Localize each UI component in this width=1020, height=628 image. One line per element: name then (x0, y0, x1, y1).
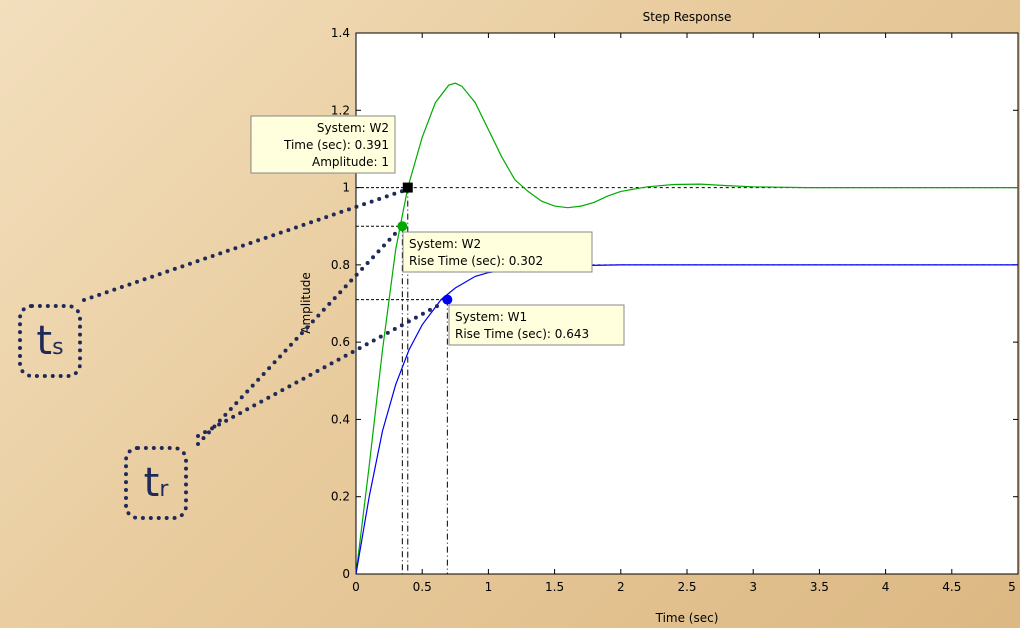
datatip-w2-settling-line: Amplitude: 1 (312, 155, 389, 169)
datatip-markers (397, 182, 453, 305)
tr-pointer-w2 (196, 228, 401, 446)
axis-ticks: 0 0.5 1 1.5 2 2.5 3 3.5 4 4.5 5 0 0.2 0.4 0.6 0.8 1 1.2 1.… (331, 26, 1019, 594)
datatip-w1-rise-line: System: W1 (455, 310, 527, 324)
tr-pointer-w1 (196, 300, 446, 438)
x-tick-label: 1 (485, 580, 493, 594)
y-tick-label: 1 (342, 181, 350, 195)
y-axis-label: Amplitude (299, 272, 313, 334)
series-line-w2 (355, 82, 1018, 575)
x-tick-label: 1.5 (545, 580, 564, 594)
x-tick-label: 2 (617, 580, 625, 594)
x-tick-label: 4 (882, 580, 890, 594)
datatip-w2-rise-line: System: W2 (409, 237, 481, 251)
datatip-w2-settling: System: W2 Time (sec): 0.391 Amplitude: 1 (250, 115, 396, 174)
y-tick-label: 0.6 (331, 335, 350, 349)
y-tick-label: 1.2 (331, 103, 350, 117)
rise-time-symbol: t (143, 460, 160, 506)
pointer-dots (82, 188, 446, 446)
datatip-w1-rise: System: W1 Rise Time (sec): 0.643 (448, 304, 625, 346)
plot-area (355, 32, 1019, 575)
ts-pointer (82, 188, 406, 302)
x-tick-label: 4.5 (942, 580, 961, 594)
y-tick-label: 0.4 (331, 412, 350, 426)
y-tick-label: 0.8 (331, 258, 350, 272)
datatip-w2-settling-line: System: W2 (317, 121, 389, 135)
y-tick-label: 1.4 (331, 26, 350, 40)
chart-title: Step Response (643, 10, 732, 24)
y-tick-label: 0 (342, 567, 350, 581)
settling-time-subscript: s (52, 334, 64, 360)
settling-time-symbol: t (36, 318, 53, 364)
datatip-w2-rise: System: W2 Rise Time (sec): 0.302 (402, 231, 593, 273)
datatip-w2-settling-line: Time (sec): 0.391 (283, 138, 389, 152)
datatip-w2-settling-frame (250, 115, 396, 174)
x-tick-label: 0 (352, 580, 360, 594)
response-curves (355, 82, 1018, 575)
x-tick-label: 5 (1008, 580, 1016, 594)
x-axis-label: Time (sec) (655, 611, 719, 625)
x-tick-label: 3.5 (810, 580, 829, 594)
datatip-w1-rise-frame (448, 304, 625, 346)
datatip-marker-w2-rise (397, 221, 408, 232)
y-tick-label: 0.2 (331, 490, 350, 504)
datatip-w2-rise-line: Rise Time (sec): 0.302 (409, 254, 543, 268)
x-tick-label: 3 (749, 580, 757, 594)
datatip-marker-w2-settling (402, 182, 413, 193)
datatip-w1-rise-line: Rise Time (sec): 0.643 (455, 327, 589, 341)
series-line-w1 (355, 264, 1018, 575)
rise-time-subscript: r (159, 476, 169, 502)
datatip-marker-w1-rise (442, 294, 453, 305)
x-tick-label: 0.5 (413, 580, 432, 594)
x-tick-label: 2.5 (677, 580, 696, 594)
datatip-w2-rise-frame (402, 231, 593, 273)
